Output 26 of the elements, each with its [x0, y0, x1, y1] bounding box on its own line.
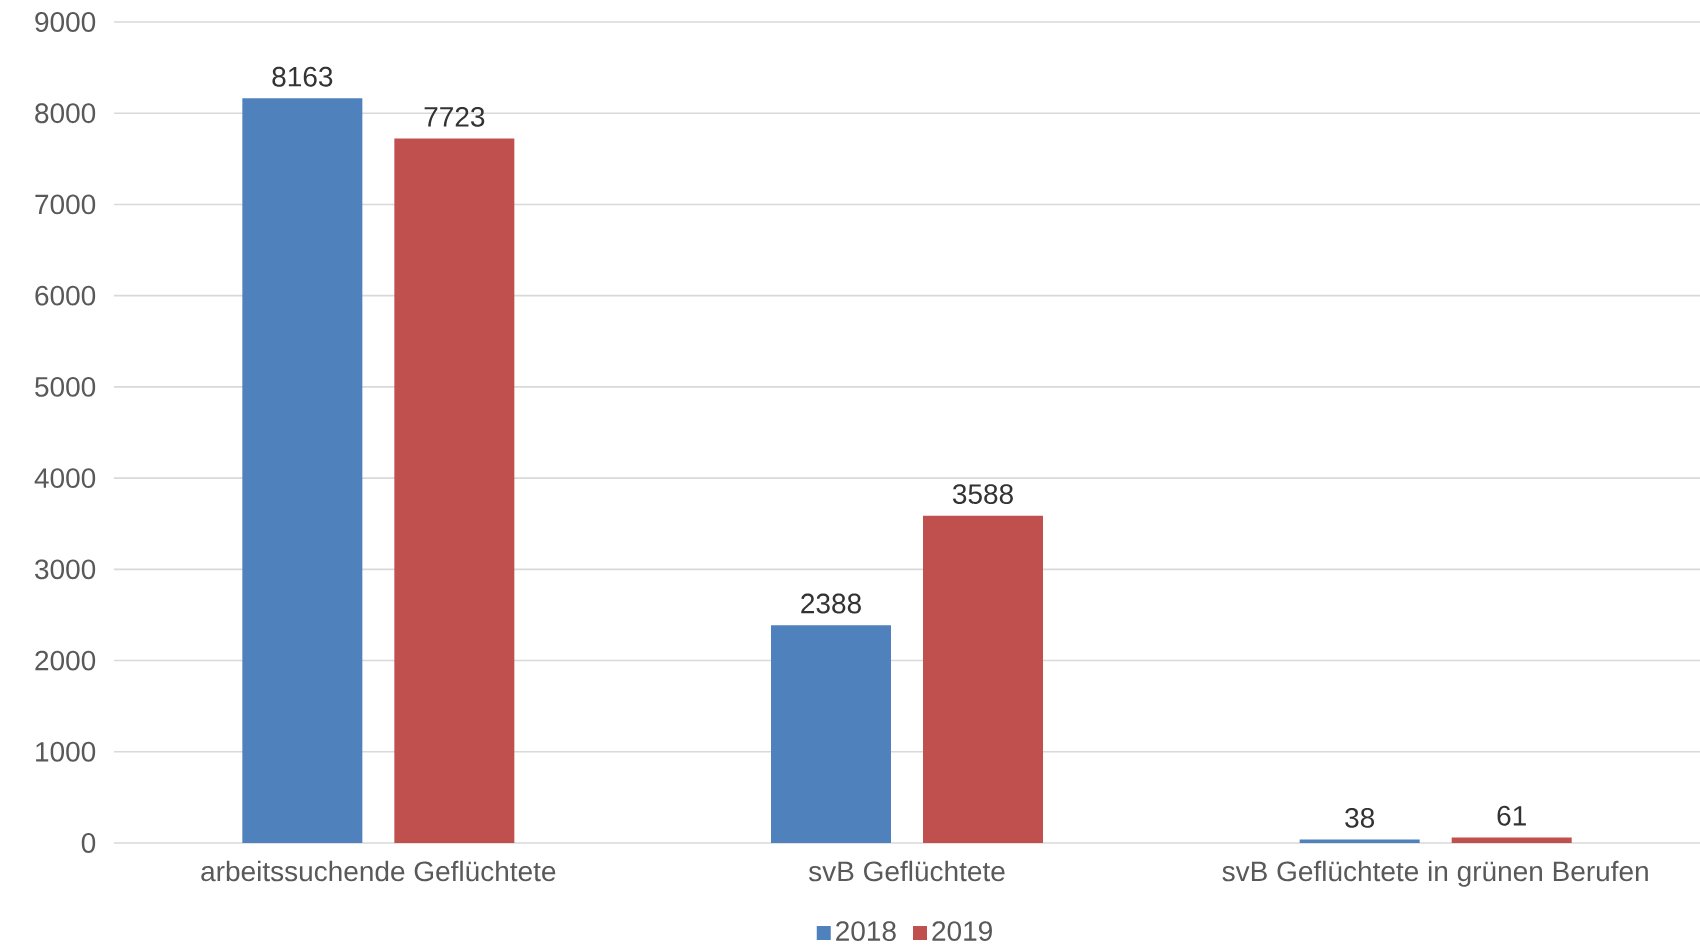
data-label: 3588 — [952, 484, 1013, 504]
y-tick-label: 4000 — [34, 468, 96, 489]
data-label: 38 — [1345, 807, 1375, 828]
y-tick-label: 9000 — [35, 12, 96, 32]
x-tick-label: svB Geflüchtete — [808, 860, 1005, 882]
data-label: 8163 — [272, 66, 333, 87]
y-tick-label: 5000 — [35, 376, 96, 397]
bar — [242, 98, 363, 843]
y-tick-label: 1000 — [36, 741, 96, 762]
legend-label: 2019 — [932, 921, 992, 941]
y-tick-label: 7000 — [35, 194, 96, 215]
x-tick-label: svB Geflüchtete in grünen Berufen — [1222, 860, 1648, 887]
y-tick-label: 0 — [81, 833, 96, 853]
data-label: 7723 — [424, 106, 485, 127]
x-tick-label: arbeitssuchende Geflüchtete — [201, 860, 556, 882]
y-tick-label: 6000 — [35, 285, 96, 306]
bar — [394, 138, 515, 843]
y-tick-label: 2000 — [35, 650, 96, 671]
data-label: 2388 — [801, 593, 861, 614]
bar — [1451, 837, 1572, 843]
data-label: 61 — [1497, 805, 1526, 826]
y-tick-label: 3000 — [35, 559, 96, 580]
legend-label: 2018 — [836, 921, 896, 941]
bar — [771, 625, 892, 843]
y-tick-label: 8000 — [35, 103, 96, 124]
bar — [923, 515, 1044, 843]
